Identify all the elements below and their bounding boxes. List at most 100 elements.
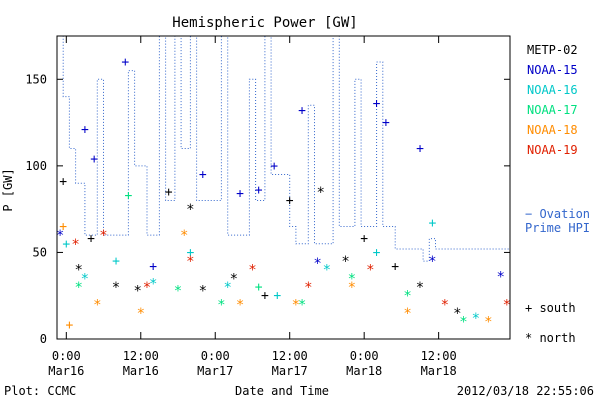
- noaa-17-point-5: *: [298, 297, 306, 313]
- axes-layer: 0501001500:00Mar1612:00Mar160:00Mar1712:…: [25, 36, 510, 378]
- noaa-18-point-4: *: [180, 228, 188, 244]
- noaa-17-point-8: *: [459, 315, 467, 331]
- noaa-19-point-8: *: [503, 297, 511, 313]
- noaa-19-point-1: *: [99, 228, 107, 244]
- x-tick-time-label: 0:00: [52, 349, 81, 363]
- metp-02-point-0: +: [59, 174, 67, 189]
- noaa-15-point-10: *: [313, 256, 321, 272]
- legend-item-noaa-19: NOAA-19: [527, 143, 578, 157]
- noaa-17-point-2: *: [174, 284, 182, 300]
- metp-02-point-15: *: [416, 280, 424, 296]
- noaa-15-point-11: +: [373, 97, 381, 112]
- noaa-18-point-6: *: [292, 297, 300, 313]
- metp-02-point-11: *: [316, 185, 324, 201]
- noaa-15-point-4: +: [149, 259, 157, 274]
- noaa-18-point-3: *: [137, 306, 145, 322]
- noaa-15-point-14: *: [428, 254, 436, 270]
- noaa-16-point-0: +: [62, 237, 70, 252]
- x-tick-date-label: Mar17: [272, 364, 308, 378]
- y-tick-label: 0: [40, 332, 47, 346]
- noaa-17-point-0: *: [74, 280, 82, 296]
- noaa-17-point-6: *: [348, 271, 356, 287]
- noaa-15-point-3: +: [121, 55, 129, 70]
- legend-item-noaa-18: NOAA-18: [527, 123, 578, 137]
- noaa-15-point-15: *: [496, 270, 504, 286]
- noaa-19-point-5: *: [304, 280, 312, 296]
- noaa-16-point-10: *: [472, 311, 480, 327]
- x-tick-time-label: 12:00: [421, 349, 457, 363]
- noaa-16-point-7: *: [323, 263, 331, 279]
- noaa-19-point-4: *: [248, 263, 256, 279]
- noaa-19-point-0: *: [71, 237, 79, 253]
- ovation-hpi-line: [57, 35, 510, 262]
- noaa-15-point-2: +: [90, 152, 98, 167]
- metp-02-point-13: +: [360, 232, 368, 247]
- noaa-16-point-8: +: [373, 245, 381, 260]
- metp-02-point-10: +: [286, 194, 294, 209]
- x-tick-date-label: Mar16: [123, 364, 159, 378]
- y-tick-label: 100: [25, 159, 47, 173]
- noaa-18-point-2: *: [93, 297, 101, 313]
- x-tick-time-label: 0:00: [350, 349, 379, 363]
- metp-02-point-2: +: [87, 232, 95, 247]
- y-tick-label: 150: [25, 72, 47, 86]
- metp-02-point-3: *: [112, 280, 120, 296]
- noaa-19-point-3: *: [186, 254, 194, 270]
- legend-item-noaa-16: NOAA-16: [527, 83, 578, 97]
- noaa-15-point-0: *: [56, 228, 64, 244]
- x-tick-date-label: Mar16: [48, 364, 84, 378]
- metp-02-point-12: *: [341, 254, 349, 270]
- noaa-18-point-8: *: [403, 306, 411, 322]
- x-tick-date-label: Mar18: [346, 364, 382, 378]
- noaa-16-point-1: *: [81, 271, 89, 287]
- footer-timestamp: 2012/03/18 22:55:06: [457, 384, 594, 398]
- noaa-19-point-6: *: [366, 263, 374, 279]
- noaa-16-point-5: *: [223, 280, 231, 296]
- noaa-16-point-9: +: [428, 216, 436, 231]
- noaa-18-point-5: *: [236, 297, 244, 313]
- ovation-legend-line2: Prime HPI: [525, 221, 590, 235]
- plot-frame: [56, 35, 511, 340]
- noaa-16-point-4: +: [186, 245, 194, 260]
- metp-02-point-7: *: [199, 284, 207, 300]
- metp-02-point-6: *: [186, 202, 194, 218]
- legend-item-noaa-17: NOAA-17: [527, 103, 578, 117]
- ovation-layer: [57, 35, 510, 262]
- noaa-17-point-3: *: [217, 297, 225, 313]
- metp-02-point-1: *: [74, 263, 82, 279]
- noaa-18-point-9: *: [484, 315, 492, 331]
- x-tick-time-label: 12:00: [123, 349, 159, 363]
- noaa-15-point-9: +: [298, 104, 306, 119]
- noaa-16-point-3: *: [149, 277, 157, 293]
- noaa-19-point-2: *: [143, 280, 151, 296]
- x-tick-date-label: Mar17: [197, 364, 233, 378]
- noaa-18-point-0: +: [59, 220, 67, 235]
- x-tick-time-label: 12:00: [272, 349, 308, 363]
- y-tick-label: 50: [33, 245, 47, 259]
- ovation-legend-line1: − Ovation: [525, 207, 590, 221]
- metp-02-point-5: +: [165, 185, 173, 200]
- legend-item-metp-02: METP-02: [527, 43, 578, 57]
- noaa-15-point-6: +: [236, 187, 244, 202]
- marker-legend-south: + south: [525, 301, 576, 315]
- noaa-18-point-1: +: [65, 318, 73, 333]
- noaa-16-point-2: +: [112, 254, 120, 269]
- chart-title: Hemispheric Power [GW]: [172, 15, 357, 31]
- metp-02-point-14: +: [391, 259, 399, 274]
- noaa-15-point-7: +: [255, 183, 263, 198]
- noaa-15-point-5: +: [199, 168, 207, 183]
- footer-credit: Plot: CCMC: [4, 384, 76, 398]
- x-tick-date-label: Mar18: [421, 364, 457, 378]
- noaa-15-point-12: +: [382, 116, 390, 131]
- noaa-15-point-1: +: [81, 123, 89, 138]
- y-axis-label: P [GW]: [1, 168, 15, 211]
- legend: METP-02 NOAA-15 NOAA-16 NOAA-17 NOAA-18 NOAA-…: [527, 43, 578, 157]
- marker-legend-north: * north: [525, 331, 576, 345]
- x-axis-label: Date and Time: [235, 384, 329, 398]
- noaa-15-point-8: +: [270, 159, 278, 174]
- noaa-17-point-7: *: [403, 289, 411, 305]
- metp-02-point-16: *: [453, 306, 461, 322]
- noaa-16-point-6: +: [273, 289, 281, 304]
- marker-legend: + south * north: [525, 301, 576, 345]
